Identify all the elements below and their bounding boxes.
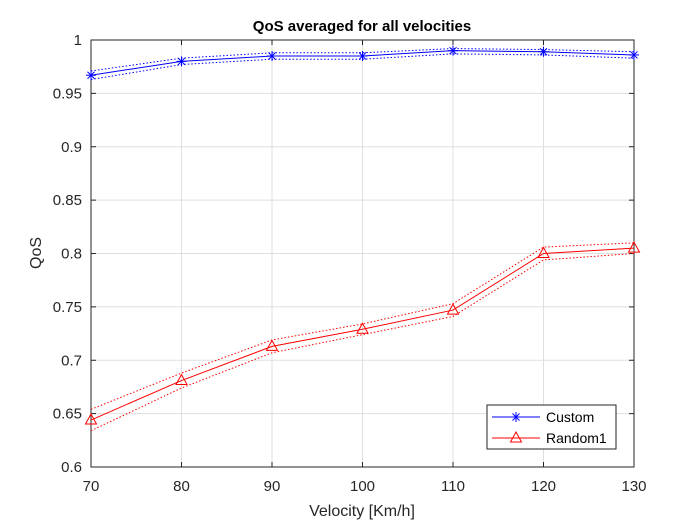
y-tick-label: 0.75 bbox=[53, 299, 82, 316]
y-tick-label: 1 bbox=[74, 32, 82, 49]
grid-lines bbox=[91, 40, 634, 467]
legend-random1-label: Random1 bbox=[546, 430, 607, 446]
series-group bbox=[84, 45, 641, 432]
data-point-custom bbox=[86, 70, 96, 81]
legend-random1-marker bbox=[509, 430, 523, 443]
data-point-random1 bbox=[446, 303, 460, 315]
data-point-custom bbox=[448, 45, 458, 56]
chart-title: QoS averaged for all velocities bbox=[253, 18, 471, 35]
y-tick-label: 0.9 bbox=[61, 139, 82, 156]
legend: Custom Random1 bbox=[486, 404, 617, 450]
legend-custom-label: Custom bbox=[546, 409, 594, 425]
data-point-random1 bbox=[265, 339, 279, 351]
y-tick-label: 0.8 bbox=[61, 246, 82, 263]
legend-box bbox=[486, 404, 617, 450]
x-tick-label: 120 bbox=[531, 478, 556, 495]
y-tick-label: 0.85 bbox=[53, 192, 82, 209]
series-line-random1 bbox=[90, 247, 635, 421]
x-axis-label: Velocity [Km/h] bbox=[309, 503, 415, 520]
y-tick-label: 0.7 bbox=[61, 352, 82, 369]
data-point-custom bbox=[176, 56, 187, 67]
x-tick-label: 90 bbox=[264, 478, 281, 495]
data-point-custom bbox=[267, 51, 277, 62]
y-tick-label: 0.6 bbox=[61, 459, 82, 476]
x-tick-label: 100 bbox=[350, 478, 375, 495]
data-point-random1 bbox=[356, 322, 369, 334]
y-tick-label: 0.95 bbox=[53, 85, 82, 102]
series-random1 bbox=[84, 241, 641, 432]
series-custom bbox=[86, 45, 639, 81]
data-point-custom bbox=[538, 46, 549, 57]
x-tick-label: 80 bbox=[173, 478, 190, 495]
x-tick-label: 70 bbox=[83, 478, 100, 495]
data-point-random1 bbox=[175, 373, 188, 386]
data-point-custom bbox=[629, 49, 639, 60]
y-axis-label: QoS bbox=[28, 237, 45, 269]
x-tick-label: 130 bbox=[621, 478, 646, 495]
axis-ticks: 70 80 90 100 110 120 130 0.6 0.65 0.7 0.75 0.8 0.85 0… bbox=[53, 32, 647, 495]
data-point-random1 bbox=[84, 412, 98, 425]
y-tick-label: 0.65 bbox=[53, 406, 82, 423]
data-point-custom bbox=[357, 51, 368, 62]
data-point-random1 bbox=[627, 241, 641, 253]
x-tick-label: 110 bbox=[441, 478, 465, 495]
data-point-random1 bbox=[537, 246, 550, 258]
legend-custom-marker bbox=[511, 412, 521, 422]
